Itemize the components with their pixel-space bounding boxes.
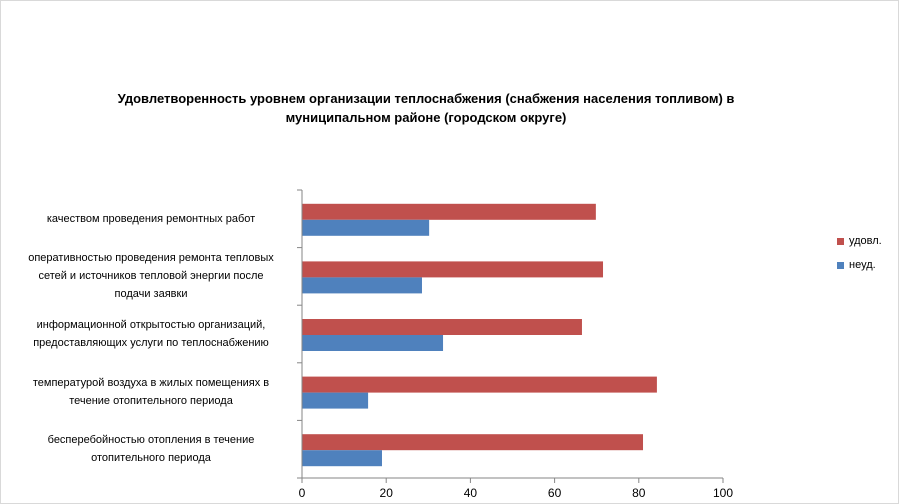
x-tick-label: 80: [632, 486, 646, 500]
legend-entry-0: удовл.: [837, 235, 882, 247]
category-label-3: оперативностью проведения ремонта теплов…: [9, 249, 293, 303]
bar-neud-0: [302, 450, 382, 467]
category-label-line: течение отопительного периода: [69, 394, 233, 407]
legend-swatch: [837, 261, 844, 269]
category-label-line: предоставляющих услуги по теплоснабжению: [33, 337, 269, 349]
category-label-line: информационной открытостью организаций,: [36, 319, 266, 331]
bar-udovl-1: [302, 376, 657, 393]
category-label-line: оперативностью проведения ремонта теплов…: [28, 252, 274, 265]
x-tick-label: 60: [548, 486, 562, 500]
category-label-1: температурой воздуха в жилых помещениях …: [9, 374, 293, 410]
category-label-0: бесперебойностью отопления в течение отоп…: [9, 431, 293, 467]
category-label-4: качеством проведения ремонтных работ: [9, 210, 293, 228]
category-label-line: сетей и источников тепловой энергии посл…: [38, 270, 264, 283]
category-label-2: информационной открытостью организаций, п…: [9, 316, 293, 352]
legend-label: удовл.: [849, 235, 882, 247]
bar-neud-3: [302, 277, 422, 294]
bars-layer: [302, 203, 657, 467]
legend-label: неуд.: [849, 259, 876, 271]
bar-neud-2: [302, 335, 444, 351]
legend-entry-1: неуд.: [837, 259, 876, 271]
bar-udovl-2: [302, 319, 582, 335]
category-label-line: отопительного периода: [91, 452, 211, 465]
x-tick-label: 40: [464, 486, 478, 500]
category-label-line: качеством проведения ремонтных работ: [46, 212, 256, 225]
bar-udovl-0: [302, 434, 644, 451]
bar-neud-4: [302, 219, 430, 236]
bar-udovl-4: [302, 203, 596, 220]
bar-udovl-3: [302, 261, 604, 278]
axis-layer: 0 20 40 60 80 100: [297, 189, 733, 500]
bar-neud-1: [302, 392, 369, 409]
chart-title-line-2: муниципальном районе (городском округе): [285, 110, 567, 125]
chart-title-line-1: Удовлетворенность уровнем организации те…: [117, 91, 735, 106]
x-tick-label: 0: [299, 486, 306, 500]
category-label-line: температурой воздуха в жилых помещениях …: [32, 376, 270, 389]
legend-swatch: [837, 237, 844, 245]
category-label-line: бесперебойностью отопления в течение: [47, 434, 255, 447]
x-tick-label: 100: [713, 486, 733, 500]
category-label-line: подачи заявки: [114, 288, 188, 301]
chart-title: Удовлетворенность уровнем организации те…: [91, 89, 761, 127]
x-tick-label: 20: [380, 486, 394, 500]
